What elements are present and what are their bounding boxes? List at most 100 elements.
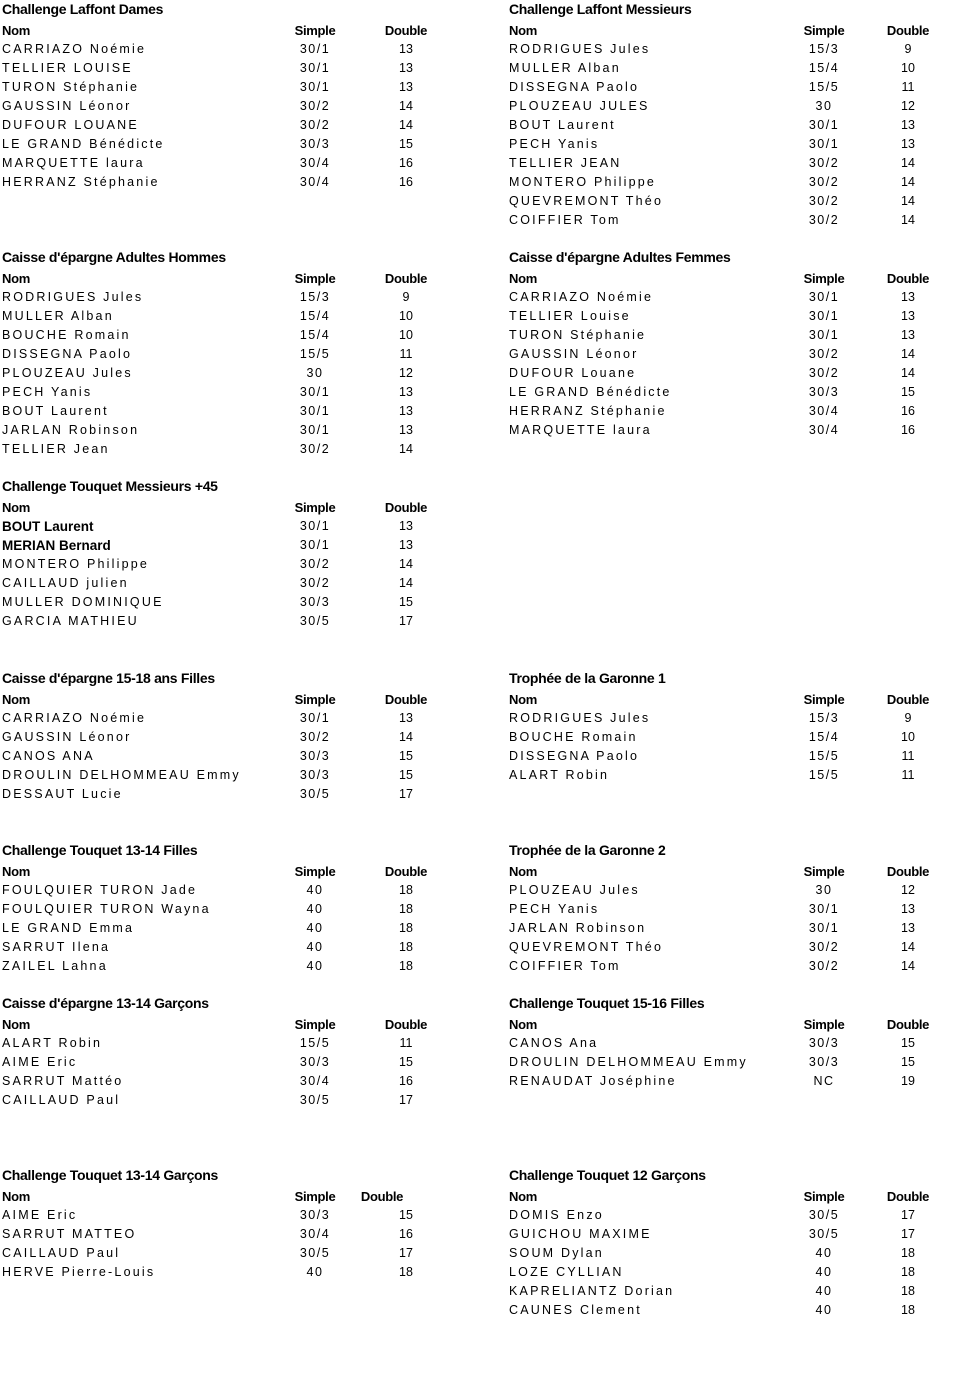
player-name: DUFOUR LOUANE bbox=[2, 118, 139, 132]
player-name: GAUSSIN Léonor bbox=[509, 347, 639, 361]
simple-ranking: 15/4 bbox=[808, 61, 840, 75]
simple-ranking: 30/1 bbox=[299, 42, 331, 56]
player-name: MARQUETTE laura bbox=[509, 423, 652, 437]
simple-ranking: 30/2 bbox=[808, 194, 840, 208]
simple-ranking: 30/5 bbox=[299, 1246, 331, 1260]
double-ranking: 12 bbox=[399, 366, 413, 380]
table-row: DROULIN DELHOMMEAU Emmy 30/3 15 bbox=[509, 1053, 949, 1072]
player-name: BOUT Laurent bbox=[2, 519, 94, 534]
simple-ranking: 40 bbox=[306, 902, 324, 916]
double-ranking: 17 bbox=[399, 1246, 413, 1260]
header-nom: Nom bbox=[509, 864, 537, 879]
simple-ranking: 30/5 bbox=[808, 1227, 840, 1241]
table-row: TURON Stéphanie 30/1 13 bbox=[509, 326, 949, 345]
header-double: Double bbox=[384, 864, 428, 879]
double-ranking: 13 bbox=[901, 309, 915, 323]
section-title: Caisse d'épargne 13-14 Garçons bbox=[2, 995, 209, 1011]
double-ranking: 17 bbox=[399, 787, 413, 801]
table-row: AIME Eric 30/3 15 bbox=[2, 1053, 442, 1072]
table-row: RODRIGUES Jules 15/3 9 bbox=[509, 40, 949, 59]
table-row: HERVE Pierre-Louis 40 18 bbox=[2, 1263, 442, 1282]
double-ranking: 11 bbox=[901, 768, 915, 782]
double-ranking: 15 bbox=[399, 1055, 413, 1069]
table-row: CAILLAUD julien 30/2 14 bbox=[2, 574, 442, 593]
table-row: CARRIAZO Noémie 30/1 13 bbox=[2, 40, 442, 59]
header-double: Double bbox=[886, 692, 930, 707]
player-name: MERIAN Bernard bbox=[2, 538, 111, 553]
header-nom: Nom bbox=[2, 864, 30, 879]
section-title: Challenge Touquet 13-14 Filles bbox=[2, 842, 198, 858]
double-ranking: 13 bbox=[901, 902, 915, 916]
player-name: RODRIGUES Jules bbox=[509, 711, 651, 725]
double-ranking: 9 bbox=[402, 290, 410, 304]
section-troph-e-de-la-garonne-2: Trophée de la Garonne 2 Nom Simple Doubl… bbox=[509, 841, 949, 976]
double-ranking: 14 bbox=[399, 118, 413, 132]
section-title: Challenge Laffont Dames bbox=[2, 1, 164, 17]
table-row: CAUNES Clement 40 18 bbox=[509, 1301, 949, 1320]
table-row: ALART Robin 15/5 11 bbox=[509, 766, 949, 785]
player-name: MULLER Alban bbox=[509, 61, 621, 75]
table-header: Nom Simple Double bbox=[509, 269, 949, 288]
table-row: JARLAN Robinson 30/1 13 bbox=[509, 919, 949, 938]
section-title: Caisse d'épargne Adultes Hommes bbox=[2, 249, 226, 265]
simple-ranking: 30/1 bbox=[299, 423, 331, 437]
simple-ranking: 30/4 bbox=[808, 404, 840, 418]
simple-ranking: 30/2 bbox=[299, 576, 331, 590]
simple-ranking: 30/1 bbox=[299, 80, 331, 94]
double-ranking: 11 bbox=[399, 347, 413, 361]
header-nom: Nom bbox=[509, 1017, 537, 1032]
header-nom: Nom bbox=[509, 23, 537, 38]
double-ranking: 14 bbox=[901, 175, 915, 189]
simple-ranking: 30/1 bbox=[299, 519, 331, 533]
table-row: SARRUT Mattéo 30/4 16 bbox=[2, 1072, 442, 1091]
header-nom: Nom bbox=[2, 1189, 30, 1204]
header-simple: Simple bbox=[294, 271, 336, 286]
double-ranking: 13 bbox=[901, 921, 915, 935]
simple-ranking: 30/3 bbox=[808, 385, 840, 399]
player-name: MONTERO Philippe bbox=[2, 557, 150, 571]
table-row: MERIAN Bernard 30/1 13 bbox=[2, 536, 442, 555]
table-header: Nom Simple Double bbox=[509, 690, 949, 709]
section-caisse-d-pargne-13-14-gar-ons: Caisse d'épargne 13-14 Garçons Nom Simpl… bbox=[2, 994, 442, 1110]
header-double: Double bbox=[384, 23, 428, 38]
double-ranking: 18 bbox=[901, 1284, 915, 1298]
player-name: FOULQUIER TURON Wayna bbox=[2, 902, 211, 916]
player-name: QUEVREMONT Théo bbox=[509, 940, 664, 954]
player-name: BOUCHE Romain bbox=[2, 328, 131, 342]
player-name: TELLIER LOUISE bbox=[2, 61, 133, 75]
table-header: Nom Simple Double bbox=[509, 862, 949, 881]
double-ranking: 18 bbox=[399, 921, 413, 935]
player-name: LOZE CYLLIAN bbox=[509, 1265, 624, 1279]
table-row: COIFFIER Tom 30/2 14 bbox=[509, 211, 949, 230]
simple-ranking: 30/4 bbox=[299, 156, 331, 170]
simple-ranking: 30/1 bbox=[808, 328, 840, 342]
header-double: Double bbox=[384, 271, 428, 286]
double-ranking: 16 bbox=[901, 423, 915, 437]
player-name: MARQUETTE laura bbox=[2, 156, 145, 170]
header-nom: Nom bbox=[509, 271, 537, 286]
header-double: Double bbox=[360, 1189, 404, 1204]
table-row: PLOUZEAU Jules 30 12 bbox=[2, 364, 442, 383]
simple-ranking: 30 bbox=[306, 366, 324, 380]
player-name: SARRUT Ilena bbox=[2, 940, 111, 954]
table-row: BOUT Laurent 30/1 13 bbox=[2, 517, 442, 536]
simple-ranking: 15/4 bbox=[299, 328, 331, 342]
table-header: Nom Simple Double bbox=[509, 21, 949, 40]
simple-ranking: 15/3 bbox=[808, 42, 840, 56]
simple-ranking: 30/5 bbox=[299, 787, 331, 801]
double-ranking: 13 bbox=[399, 519, 413, 533]
table-row: TURON Stéphanie 30/1 13 bbox=[2, 78, 442, 97]
simple-ranking: 30/2 bbox=[299, 99, 331, 113]
table-row: RODRIGUES Jules 15/3 9 bbox=[2, 288, 442, 307]
simple-ranking: 30/2 bbox=[808, 347, 840, 361]
section-challenge-touquet-13-14-gar-ons: Challenge Touquet 13-14 Garçons Nom Simp… bbox=[2, 1166, 442, 1282]
double-ranking: 18 bbox=[399, 940, 413, 954]
player-name: CARRIAZO Noémie bbox=[2, 711, 147, 725]
section-caisse-d-pargne-adultes-hommes: Caisse d'épargne Adultes Hommes Nom Simp… bbox=[2, 248, 442, 459]
header-double: Double bbox=[886, 1189, 930, 1204]
simple-ranking: 30/2 bbox=[299, 730, 331, 744]
table-row: MARQUETTE laura 30/4 16 bbox=[2, 154, 442, 173]
table-row: PLOUZEAU Jules 30 12 bbox=[509, 881, 949, 900]
simple-ranking: 30/1 bbox=[299, 711, 331, 725]
table-row: SARRUT Ilena 40 18 bbox=[2, 938, 442, 957]
